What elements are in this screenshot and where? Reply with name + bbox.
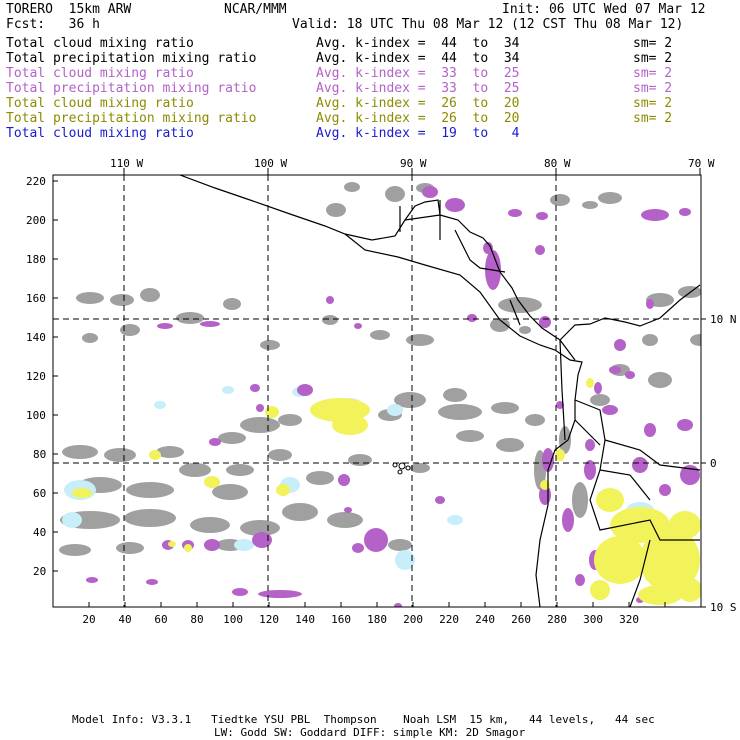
legend-smoothing: sm= 2 xyxy=(633,51,673,66)
lon-label-90w: 90 W xyxy=(400,157,427,170)
galapagos-islands xyxy=(392,462,411,475)
legend-smoothing: sm= 2 xyxy=(633,111,673,126)
y-tick-label: 40 xyxy=(33,526,47,539)
legend-k-index: Avg. k-index = 33 to 25 xyxy=(316,81,520,96)
x-tick-label: 200 xyxy=(403,613,423,626)
lat-label-0: 0 xyxy=(710,457,717,470)
x-tick-label: 80 xyxy=(190,613,204,626)
legend-k-index: Avg. k-index = 44 to 34 xyxy=(316,36,520,51)
x-tick-label: 60 xyxy=(154,613,168,626)
legend-field: Total cloud mixing ratio xyxy=(6,96,194,111)
legend-k-index: Avg. k-index = 33 to 25 xyxy=(316,66,520,81)
x-tick-label: 120 xyxy=(259,613,279,626)
x-tick-label: 280 xyxy=(547,613,567,626)
y-tick-label: 160 xyxy=(26,292,46,305)
legend-field: Total cloud mixing ratio xyxy=(6,66,194,81)
lon-ticks xyxy=(123,168,701,175)
x-tick-label: 20 xyxy=(82,613,96,626)
lon-label-70w: 70 W xyxy=(688,157,715,170)
legend-field: Total cloud mixing ratio xyxy=(6,36,194,51)
lon-label-100w: 100 W xyxy=(254,157,288,170)
legend-field: Total precipitation mixing ratio xyxy=(6,111,257,126)
y-tick-label: 180 xyxy=(26,253,46,266)
legend-smoothing: sm= 2 xyxy=(633,66,673,81)
legend-smoothing: sm= 2 xyxy=(633,96,673,111)
legend-k-index: Avg. k-index = 19 to 4 xyxy=(316,126,520,141)
lat-label-10n: 10 N xyxy=(710,313,737,326)
x-tick-label: 320 xyxy=(619,613,639,626)
x-tick-label: 240 xyxy=(475,613,495,626)
valid-time: Valid: 18 UTC Thu 08 Mar 12 (12 CST Thu … xyxy=(292,17,684,32)
lat-lon-grid xyxy=(53,175,701,607)
footer-physics-info: LW: Godd SW: Goddard DIFF: simple KM: 2D… xyxy=(214,726,526,739)
legend-k-index: Avg. k-index = 44 to 34 xyxy=(316,51,520,66)
organization: NCAR/MMM xyxy=(224,2,287,17)
y-tick-label: 20 xyxy=(33,565,47,578)
y-axis-ticks xyxy=(53,180,58,572)
lon-label-110w: 110 W xyxy=(110,157,144,170)
x-tick-label: 100 xyxy=(223,613,243,626)
x-tick-label: 220 xyxy=(439,613,459,626)
forecast-hour: Fcst: 36 h xyxy=(6,17,100,32)
legend-field: Total precipitation mixing ratio xyxy=(6,81,257,96)
lat-label-10s: 10 S xyxy=(710,601,737,614)
x-tick-label: 180 xyxy=(367,613,387,626)
y-tick-label: 220 xyxy=(26,175,46,188)
yellow-cloud-field xyxy=(72,378,701,605)
y-tick-label: 100 xyxy=(26,409,46,422)
x-tick-label: 40 xyxy=(118,613,132,626)
x-tick-label: 160 xyxy=(331,613,351,626)
model-name: TORERO 15km ARW xyxy=(6,2,132,17)
y-tick-label: 80 xyxy=(33,448,47,461)
footer-model-info: Model Info: V3.3.1 Tiedtke YSU PBL Thomp… xyxy=(72,713,655,726)
legend-field: Total precipitation mixing ratio xyxy=(6,51,257,66)
legend-k-index: Avg. k-index = 26 to 20 xyxy=(316,111,520,126)
y-tick-label: 200 xyxy=(26,214,46,227)
purple-cloud-field xyxy=(86,186,700,607)
x-tick-label: 260 xyxy=(511,613,531,626)
lon-label-80w: 80 W xyxy=(544,157,571,170)
y-tick-label: 120 xyxy=(26,370,46,383)
legend-smoothing: sm= 2 xyxy=(633,81,673,96)
x-axis-ticks xyxy=(88,602,666,607)
x-tick-label: 300 xyxy=(583,613,603,626)
x-tick-label: 140 xyxy=(295,613,315,626)
coastlines xyxy=(179,175,701,607)
y-tick-label: 140 xyxy=(26,331,46,344)
lat-ticks xyxy=(701,318,706,608)
legend-smoothing: sm= 2 xyxy=(633,36,673,51)
legend-k-index: Avg. k-index = 26 to 20 xyxy=(316,96,520,111)
y-tick-label: 60 xyxy=(33,487,47,500)
init-time: Init: 06 UTC Wed 07 Mar 12 xyxy=(502,2,706,17)
legend-field: Total cloud mixing ratio xyxy=(6,126,194,141)
